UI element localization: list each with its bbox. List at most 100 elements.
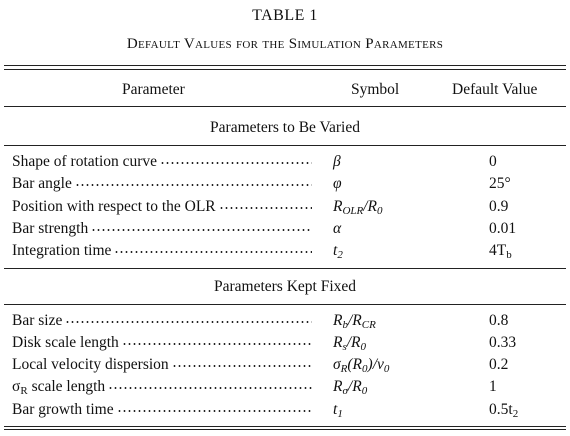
text: α (333, 219, 342, 237)
subscript: R (20, 385, 28, 398)
text: /R (347, 311, 362, 329)
default-value: 0.01 (489, 218, 516, 240)
text: β (333, 153, 341, 170)
parameter-text: Integration time (12, 240, 111, 262)
dot-leader (74, 182, 312, 189)
table-row: Bar angle φ 25° (0, 173, 570, 195)
parameter: Integration time (12, 240, 312, 262)
subscript: 0 (377, 204, 383, 217)
rule (4, 106, 566, 107)
subscript: s (342, 340, 347, 353)
parameter: Shape of rotation curve (12, 151, 312, 173)
text: 0.5t (489, 400, 513, 418)
table-row: Bar size Rb/RCR 0.8 (0, 310, 570, 332)
parameter-text: Bar strength (12, 218, 88, 240)
table-row: Bar growth time t1 0.5t2 (0, 399, 570, 421)
subscript: 0 (383, 363, 390, 376)
text: 0.2 (489, 356, 509, 374)
text: Shape of rotation curve (12, 153, 158, 170)
section-row: Parameters to Be Varied (0, 117, 570, 139)
dot-leader (108, 385, 312, 392)
rule (4, 145, 566, 146)
column-header: Default Value (452, 81, 538, 98)
parameter: Disk scale length (12, 332, 312, 354)
dot-leader (65, 318, 312, 325)
text: Bar angle (12, 175, 72, 193)
table-row: σR scale length Rσ/R0 1 (0, 376, 570, 398)
subscript: b (342, 318, 348, 331)
parameter: Local velocity dispersion (12, 354, 312, 376)
column-header: Parameter (122, 81, 185, 98)
default-value: 0 (489, 151, 497, 173)
table-subtitle: Default Values for the Simulation Parame… (126, 36, 444, 52)
symbol: σR(R0)/v0 (333, 354, 389, 376)
rule (4, 426, 566, 427)
subscript: CR (361, 318, 376, 331)
parameter-text: Bar growth time (12, 399, 114, 421)
parameter: Bar angle (12, 173, 312, 195)
parameter-text: Local velocity dispersion (12, 354, 169, 376)
subscript: 2 (512, 407, 519, 420)
parameter-text: Bar size (12, 310, 62, 332)
default-value: 4Tb (489, 240, 512, 262)
default-value: 25° (489, 173, 511, 195)
subscript: 0 (362, 363, 368, 376)
text: Integration time (12, 242, 112, 260)
parameter-text: Position with respect to the OLR (12, 196, 216, 218)
table-title: TABLE 1 (252, 7, 318, 24)
subscript: R (340, 363, 348, 376)
text: 1 (489, 378, 497, 396)
table-row: Integration time t2 4Tb (0, 240, 570, 262)
subscript: σ (342, 385, 348, 398)
text: Bar strength (12, 219, 89, 237)
text: φ (333, 175, 342, 193)
table-row: Shape of rotation curve β 0 (0, 151, 570, 173)
subscript: 2 (337, 249, 343, 262)
default-value: 0.2 (489, 354, 508, 376)
default-value: 0.5t2 (489, 399, 518, 421)
symbol: Rs/R0 (333, 332, 366, 354)
subscript: OLR (342, 204, 364, 217)
dot-leader (91, 226, 312, 233)
rule (4, 69, 566, 70)
text: Position with respect to the OLR (12, 197, 216, 215)
text: 25° (489, 175, 511, 193)
default-value: 1 (489, 376, 497, 398)
text: R (333, 311, 343, 329)
parameter-text: Bar angle (12, 173, 72, 195)
default-value: 0.9 (489, 196, 508, 218)
text: Bar growth time (12, 400, 114, 418)
symbol: t2 (333, 240, 343, 262)
text: σ (333, 356, 341, 374)
dot-leader (116, 407, 312, 414)
header-row: Parameter Symbol Default Value (0, 79, 570, 101)
default-value: 0.33 (489, 332, 516, 354)
text: Local velocity dispersion (12, 356, 169, 374)
text: scale length (27, 378, 106, 396)
parameter-text: σR scale length (12, 376, 105, 398)
text: 0.9 (489, 197, 509, 215)
default-value: 0.8 (489, 310, 508, 332)
table-row: Position with respect to the OLR ROLR/R0 0… (0, 196, 570, 218)
text: R (333, 378, 343, 396)
rule (4, 65, 566, 66)
dot-leader (114, 249, 312, 256)
dot-leader (171, 363, 312, 370)
rule (4, 303, 566, 305)
section-title: Parameters Kept Fixed (213, 277, 357, 295)
text: t (333, 400, 338, 418)
text: R (333, 197, 343, 215)
text: /R (363, 197, 378, 215)
parameter: σR scale length (12, 376, 312, 398)
text: 0 (489, 153, 497, 170)
text: 0.01 (489, 219, 517, 237)
text: )/v (367, 356, 384, 374)
section-row: Parameters Kept Fixed (0, 276, 570, 298)
rule (4, 267, 566, 269)
dot-leader (218, 204, 312, 211)
text: σ (12, 378, 21, 396)
symbol: Rσ/R0 (333, 376, 367, 398)
text: Disk scale length (12, 333, 119, 351)
table-row: Disk scale length Rs/R0 0.33 (0, 332, 570, 354)
